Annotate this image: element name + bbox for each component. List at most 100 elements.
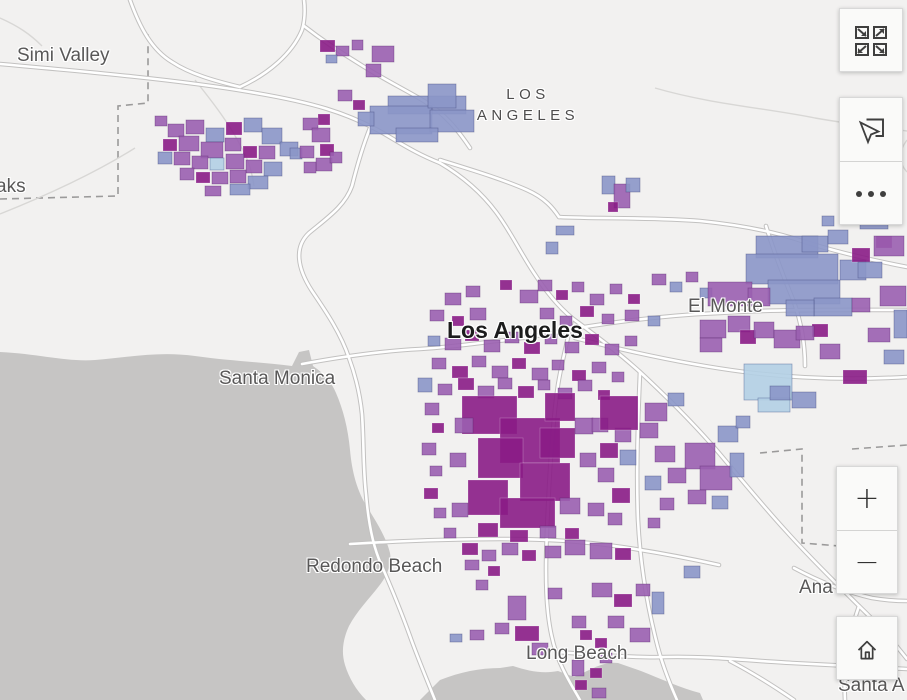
census-tract[interactable] [464, 329, 480, 342]
census-tract[interactable] [711, 495, 729, 510]
census-tract[interactable] [647, 315, 661, 327]
census-tract[interactable] [429, 109, 475, 133]
census-tract[interactable] [564, 527, 580, 540]
census-tract[interactable] [261, 127, 283, 145]
census-tract[interactable] [735, 415, 751, 429]
census-tract[interactable] [319, 39, 336, 53]
census-tract[interactable] [747, 287, 771, 307]
census-tract[interactable] [791, 391, 817, 409]
census-tract[interactable] [624, 309, 640, 322]
census-tract[interactable] [684, 442, 716, 470]
census-tract[interactable] [499, 497, 556, 529]
census-tract[interactable] [813, 297, 853, 317]
census-tract[interactable] [604, 343, 620, 356]
census-tract[interactable] [609, 283, 623, 295]
census-tract[interactable] [431, 422, 445, 434]
census-tract[interactable] [365, 63, 382, 78]
census-tract[interactable] [204, 185, 222, 197]
census-tract[interactable] [429, 465, 443, 477]
census-tract[interactable] [769, 385, 791, 401]
census-tract[interactable] [883, 349, 905, 365]
census-tract[interactable] [511, 357, 527, 370]
census-tract[interactable] [607, 201, 619, 213]
census-tract[interactable] [624, 335, 638, 347]
census-tract[interactable] [683, 565, 701, 579]
census-tract[interactable] [195, 171, 211, 184]
census-tract[interactable] [531, 642, 549, 656]
census-tract[interactable] [811, 323, 829, 338]
census-tract[interactable] [335, 45, 350, 57]
census-tract[interactable] [539, 307, 555, 320]
census-tract[interactable] [329, 151, 343, 164]
census-tract[interactable] [555, 289, 569, 301]
census-tract[interactable] [611, 487, 631, 504]
census-tract[interactable] [423, 487, 439, 500]
census-tract[interactable] [507, 595, 527, 621]
census-tract[interactable] [487, 565, 501, 577]
census-tract[interactable] [591, 687, 607, 699]
census-tract[interactable] [564, 539, 586, 556]
census-tract[interactable] [669, 281, 683, 293]
census-tract[interactable] [601, 175, 616, 195]
census-tract[interactable] [431, 357, 447, 370]
census-tract[interactable] [625, 177, 641, 193]
census-tract[interactable] [544, 392, 576, 422]
census-tract[interactable] [477, 437, 524, 479]
census-tract[interactable] [225, 121, 243, 136]
census-tract[interactable] [574, 679, 588, 691]
census-tract[interactable] [209, 157, 225, 171]
census-tract[interactable] [433, 507, 447, 519]
census-tract[interactable] [591, 361, 607, 374]
census-tract[interactable] [745, 253, 839, 285]
census-tract[interactable] [537, 379, 551, 391]
census-tract[interactable] [247, 175, 269, 190]
census-tract[interactable] [879, 285, 907, 307]
census-tract[interactable] [685, 271, 699, 283]
census-tract[interactable] [475, 579, 489, 591]
census-tract[interactable] [659, 497, 675, 511]
census-tract[interactable] [303, 161, 317, 174]
census-tract[interactable] [173, 151, 191, 166]
census-tract[interactable] [517, 385, 535, 399]
census-tract[interactable] [667, 467, 687, 484]
census-tract[interactable] [471, 355, 487, 368]
census-tract[interactable] [451, 365, 469, 379]
census-tract[interactable] [337, 89, 353, 102]
census-tract[interactable] [584, 333, 600, 346]
census-tract[interactable] [491, 365, 509, 379]
census-tract[interactable] [589, 667, 603, 679]
census-tract[interactable] [449, 633, 463, 643]
census-tract[interactable] [821, 215, 835, 227]
census-tract[interactable] [154, 115, 168, 127]
census-tract[interactable] [501, 542, 519, 556]
zoom-out-button[interactable]: − [837, 531, 897, 594]
census-tract[interactable] [729, 452, 745, 478]
census-tract[interactable] [465, 285, 481, 298]
census-tract[interactable] [539, 427, 576, 459]
census-tract[interactable] [211, 171, 229, 185]
census-tract[interactable] [547, 587, 563, 600]
census-tract[interactable] [494, 622, 510, 635]
census-tract[interactable] [477, 522, 499, 538]
census-tract[interactable] [607, 615, 625, 629]
census-tract[interactable] [444, 337, 462, 351]
census-tract[interactable] [451, 502, 469, 518]
census-tract[interactable] [179, 167, 195, 181]
census-tract[interactable] [842, 369, 868, 385]
census-tract[interactable] [395, 127, 439, 143]
census-tract[interactable] [571, 615, 587, 629]
census-tract[interactable] [191, 155, 209, 170]
census-tract[interactable] [591, 582, 613, 598]
census-tract[interactable] [451, 315, 465, 327]
census-tract[interactable] [167, 123, 185, 138]
expand-tiles-button[interactable] [839, 8, 903, 72]
census-tract[interactable] [589, 293, 605, 306]
census-tract[interactable] [443, 527, 457, 539]
select-tool-button[interactable] [840, 98, 902, 161]
census-tract[interactable] [509, 529, 529, 543]
census-tract[interactable] [545, 241, 559, 255]
census-tract[interactable] [647, 517, 661, 529]
census-tract[interactable] [699, 319, 727, 339]
census-tract[interactable] [599, 652, 613, 664]
census-tract[interactable] [185, 119, 205, 135]
